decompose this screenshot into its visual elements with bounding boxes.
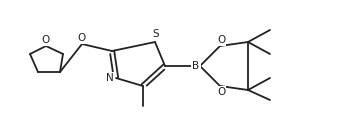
Text: B: B <box>192 61 200 71</box>
Text: N: N <box>106 73 114 83</box>
Text: O: O <box>78 33 86 43</box>
Text: O: O <box>217 35 225 45</box>
Text: O: O <box>217 87 225 97</box>
Text: S: S <box>153 29 159 39</box>
Text: O: O <box>42 35 50 45</box>
